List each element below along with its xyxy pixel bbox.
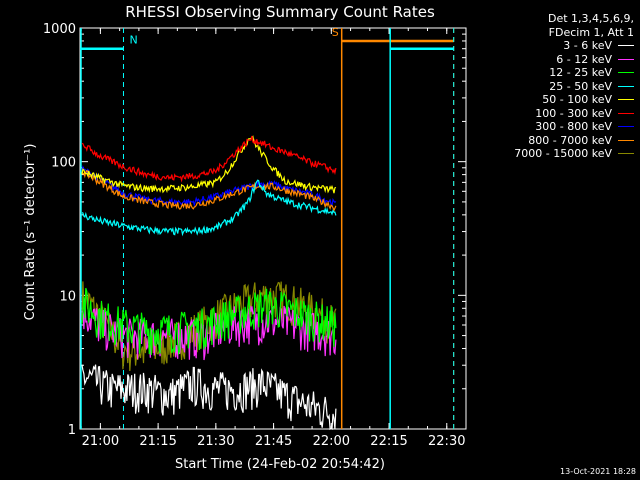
legend-label-1: 6 - 12 keV [556, 52, 612, 66]
x-tick-label-6: 22:30 [428, 434, 465, 449]
legend-label-6: 300 - 800 keV [535, 120, 612, 133]
x-tick-label-4: 22:00 [313, 434, 350, 449]
series-line-3 [81, 179, 337, 237]
series-line-1 [81, 298, 337, 361]
legend-entry-3: 25 - 50 keV [514, 80, 634, 94]
legend-swatch-4 [618, 99, 634, 101]
legend-entry-1: 6 - 12 keV [514, 53, 634, 67]
y-axis-label: Count Rate (s⁻¹ detector⁻¹) [23, 144, 38, 321]
y-tick-label-1: 10 [59, 289, 76, 304]
legend-swatch-1 [618, 58, 634, 60]
legend-rows: 3 - 6 keV 6 - 12 keV 12 - 25 keV 25 - 50 ke… [514, 39, 634, 161]
legend-entry-2: 12 - 25 keV [514, 66, 634, 80]
plot-area: 21:00 21:15 21:30 21:45 22:00 22:15 22:30 1 10 10… [43, 22, 467, 449]
legend-label-5: 100 - 300 keV [535, 106, 612, 120]
y-tick-label-3: 1000 [43, 22, 76, 37]
flag-label-1: S [332, 26, 339, 39]
x-tick-label-1: 21:15 [139, 434, 176, 449]
chart-legend: Det 1,3,4,5,6,9, FDecim 1, Att 1 3 - 6 k… [514, 12, 634, 161]
series-line-2 [81, 287, 337, 356]
legend-header-line-1: Det 1,3,4,5,6,9, [547, 12, 634, 25]
legend-swatch-0 [618, 45, 634, 47]
legend-swatch-8 [618, 153, 634, 155]
legend-swatch-2 [618, 72, 634, 74]
legend-label-0: 3 - 6 keV [563, 39, 612, 52]
y-tick-label-2: 100 [51, 156, 76, 171]
legend-entry-5: 100 - 300 keV [514, 107, 634, 121]
legend-entry-7: 800 - 7000 keV [514, 134, 634, 148]
x-tick-label-3: 21:45 [255, 434, 292, 449]
legend-swatch-6 [618, 126, 634, 128]
legend-label-8: 7000 - 15000 keV [514, 147, 612, 160]
series-line-7 [81, 169, 337, 212]
legend-label-7: 800 - 7000 keV [528, 133, 612, 147]
legend-entry-4: 50 - 100 keV [514, 93, 634, 107]
legend-entry-8: 7000 - 15000 keV [514, 147, 634, 161]
legend-swatch-7 [618, 139, 634, 141]
series-line-8 [81, 281, 337, 372]
legend-header-line-2: FDecim 1, Att 1 [548, 25, 634, 39]
series-line-4 [81, 135, 337, 194]
flag-label-0: N [129, 34, 137, 47]
legend-entry-6: 300 - 800 keV [514, 120, 634, 134]
legend-label-2: 12 - 25 keV [549, 66, 612, 79]
generated-timestamp: 13-Oct-2021 18:28 [560, 467, 636, 476]
x-axis-label: Start Time (24-Feb-02 20:54:42) [175, 457, 385, 472]
legend-entry-0: 3 - 6 keV [514, 39, 634, 53]
plot-frame [79, 27, 467, 430]
legend-swatch-5 [618, 112, 634, 114]
y-tick-label-0: 1 [68, 423, 76, 438]
legend-label-4: 50 - 100 keV [542, 93, 612, 106]
legend-swatch-3 [618, 85, 634, 87]
chart-title: RHESSI Observing Summary Count Rates [125, 3, 435, 21]
series-line-0 [81, 364, 337, 431]
series-line-5 [81, 135, 337, 183]
legend-label-3: 25 - 50 keV [549, 79, 612, 93]
x-tick-label-2: 21:30 [197, 434, 234, 449]
x-tick-label-0: 21:00 [82, 434, 119, 449]
x-tick-label-5: 22:15 [370, 434, 407, 449]
